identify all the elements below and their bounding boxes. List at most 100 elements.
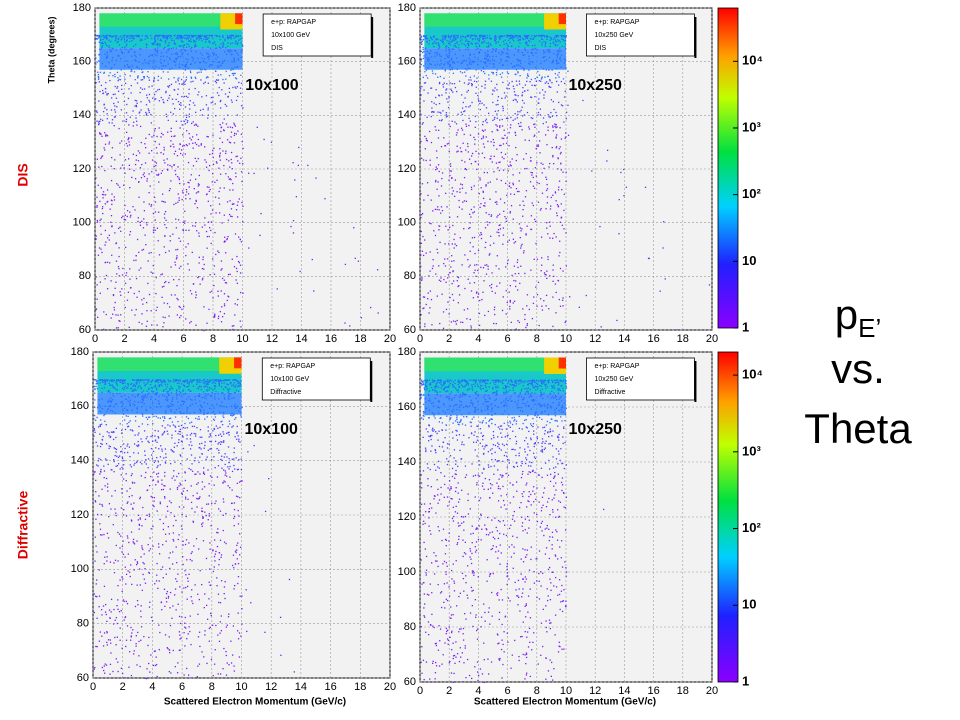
- density-dot: [440, 277, 442, 279]
- density-dot: [205, 514, 207, 517]
- density-dot: [552, 154, 554, 157]
- legend-line: 10x100 GeV: [271, 32, 310, 39]
- density-dot: [311, 258, 313, 261]
- density-dot: [219, 47, 222, 49]
- density-dot: [425, 303, 427, 306]
- density-dot: [456, 216, 459, 218]
- density-dot: [144, 35, 146, 37]
- density-dot: [222, 36, 224, 38]
- density-dot: [122, 403, 124, 405]
- density-dot: [148, 252, 150, 254]
- density-dot: [211, 404, 213, 406]
- density-dot: [113, 447, 115, 449]
- density-dot: [556, 54, 558, 57]
- density-dot: [159, 631, 161, 634]
- density-dot: [213, 555, 216, 558]
- density-dot: [559, 305, 562, 307]
- x-tick-label: 18: [677, 333, 689, 345]
- density-dot: [207, 200, 209, 202]
- y-tick-label: 140: [73, 109, 91, 121]
- density-dot: [431, 70, 434, 72]
- density-dot: [502, 64, 505, 66]
- density-dot: [210, 447, 212, 450]
- density-dot: [223, 382, 225, 384]
- density-dot: [450, 170, 452, 172]
- density-dot: [102, 38, 104, 41]
- density-dot: [109, 50, 112, 53]
- density-dot: [528, 139, 530, 142]
- density-dot: [238, 515, 240, 517]
- density-dot: [552, 38, 555, 40]
- density-dot: [112, 380, 114, 382]
- density-dot: [173, 470, 175, 472]
- density-dot: [182, 192, 184, 194]
- density-dot: [129, 168, 131, 170]
- density-dot: [197, 388, 200, 390]
- density-dot: [178, 439, 180, 441]
- density-dot: [502, 105, 504, 108]
- x-tick-label: 12: [265, 681, 277, 693]
- density-dot: [134, 314, 136, 316]
- density-dot: [420, 193, 422, 195]
- density-dot: [197, 94, 199, 96]
- density-dot: [234, 379, 236, 381]
- density-dot: [148, 133, 150, 136]
- density-dot: [199, 61, 201, 64]
- legend-box: [262, 13, 372, 57]
- density-dot: [449, 296, 451, 299]
- density-dot: [495, 48, 497, 50]
- density-dot: [171, 563, 174, 565]
- density-dot: [131, 309, 133, 311]
- density-dot: [157, 75, 160, 78]
- density-dot: [218, 449, 220, 451]
- density-dot: [185, 191, 188, 193]
- density-dot: [100, 157, 102, 160]
- density-dot: [156, 52, 158, 54]
- density-dot: [187, 580, 189, 582]
- density-dot: [140, 379, 142, 381]
- density-dot: [143, 172, 145, 174]
- density-dot: [156, 152, 158, 154]
- density-dot: [582, 99, 584, 102]
- density-dot: [488, 74, 490, 76]
- density-dot: [218, 382, 220, 384]
- density-dot: [145, 438, 147, 440]
- density-dot: [189, 36, 191, 38]
- density-dot: [559, 127, 561, 129]
- density-dot: [471, 101, 473, 104]
- density-dot: [526, 111, 529, 114]
- density-dot: [449, 271, 451, 274]
- density-dot: [123, 380, 125, 382]
- density-dot: [236, 216, 239, 218]
- density-dot: [145, 111, 147, 114]
- density-dot: [512, 174, 514, 176]
- density-dot: [618, 198, 620, 201]
- density-dot: [565, 35, 567, 37]
- density-dot: [155, 65, 157, 68]
- density-dot: [185, 143, 187, 146]
- density-dot: [235, 416, 237, 419]
- density-dot: [216, 545, 219, 548]
- x-tick-label: 6: [180, 333, 186, 345]
- density-dot: [556, 212, 558, 214]
- density-dot: [119, 547, 121, 549]
- density-dot: [212, 134, 214, 136]
- density-dot: [131, 48, 133, 50]
- density-dot: [421, 123, 423, 125]
- density-dot: [483, 61, 485, 64]
- density-dot: [106, 201, 108, 203]
- density-dot: [237, 42, 239, 44]
- density-dot: [117, 584, 119, 587]
- density-dot: [426, 41, 428, 43]
- density-dot: [230, 413, 233, 415]
- density-dot: [528, 126, 530, 128]
- density-dot: [220, 615, 222, 617]
- density-dot: [207, 117, 209, 119]
- density-dot: [182, 403, 185, 405]
- density-dot: [128, 144, 131, 146]
- density-dot: [218, 156, 221, 158]
- density-dot: [169, 381, 171, 383]
- density-dot: [239, 595, 241, 597]
- density-dot: [427, 59, 429, 61]
- density-dot: [94, 399, 96, 401]
